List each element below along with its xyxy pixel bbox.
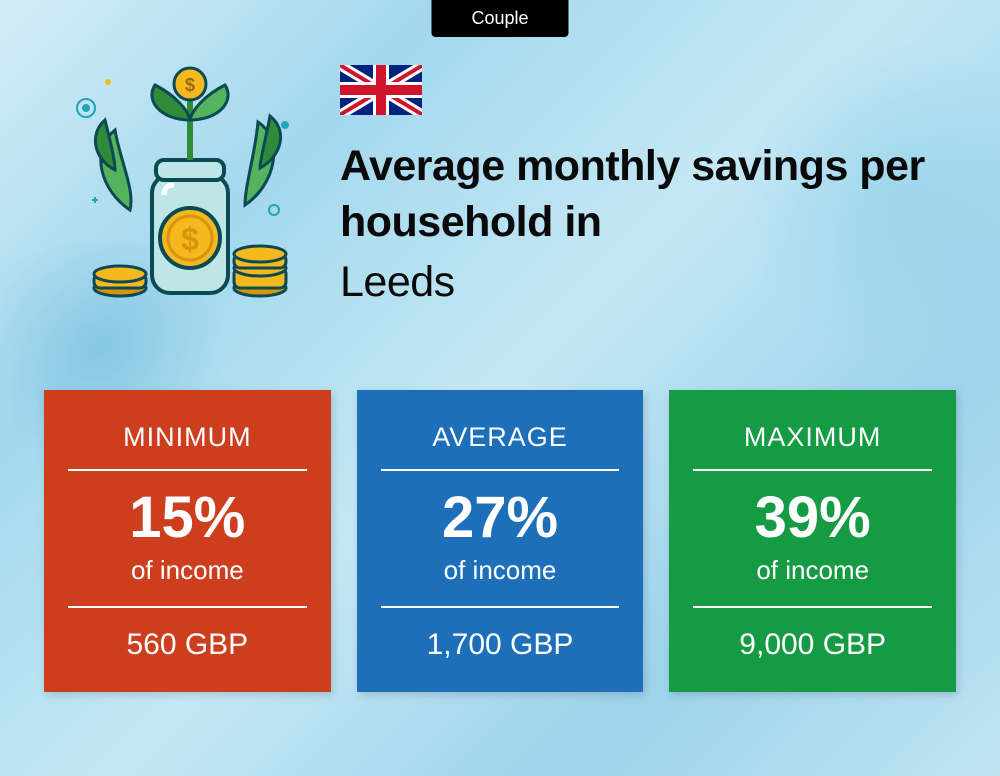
card-percent: 27% [381, 489, 620, 547]
stat-cards: MINIMUM 15% of income 560 GBP AVERAGE 27… [44, 390, 956, 692]
category-tab: Couple [431, 0, 568, 37]
savings-jar-icon: $ $ [60, 60, 310, 310]
category-tab-label: Couple [471, 8, 528, 28]
card-amount: 1,700 GBP [381, 628, 620, 662]
title-city: Leeds [340, 255, 960, 311]
card-average: AVERAGE 27% of income 1,700 GBP [357, 390, 644, 692]
title-column: Average monthly savings per household in… [340, 60, 960, 311]
card-percent: 39% [693, 489, 932, 547]
header: $ $ Average monthly savings per househol… [60, 60, 960, 311]
card-label: AVERAGE [381, 422, 620, 471]
page-title: Average monthly savings per household in… [340, 139, 960, 311]
card-amount: 560 GBP [68, 628, 307, 662]
card-maximum: MAXIMUM 39% of income 9,000 GBP [669, 390, 956, 692]
card-of-income: of income [693, 555, 932, 608]
card-percent: 15% [68, 489, 307, 547]
svg-text:$: $ [185, 75, 195, 95]
uk-flag-icon [340, 65, 422, 115]
card-minimum: MINIMUM 15% of income 560 GBP [44, 390, 331, 692]
card-amount: 9,000 GBP [693, 628, 932, 662]
savings-illustration: $ $ [60, 60, 310, 310]
card-of-income: of income [68, 555, 307, 608]
card-label: MAXIMUM [693, 422, 932, 471]
card-of-income: of income [381, 555, 620, 608]
svg-text:$: $ [181, 221, 199, 257]
title-line: Average monthly savings per household in [340, 142, 925, 246]
card-label: MINIMUM [68, 422, 307, 471]
